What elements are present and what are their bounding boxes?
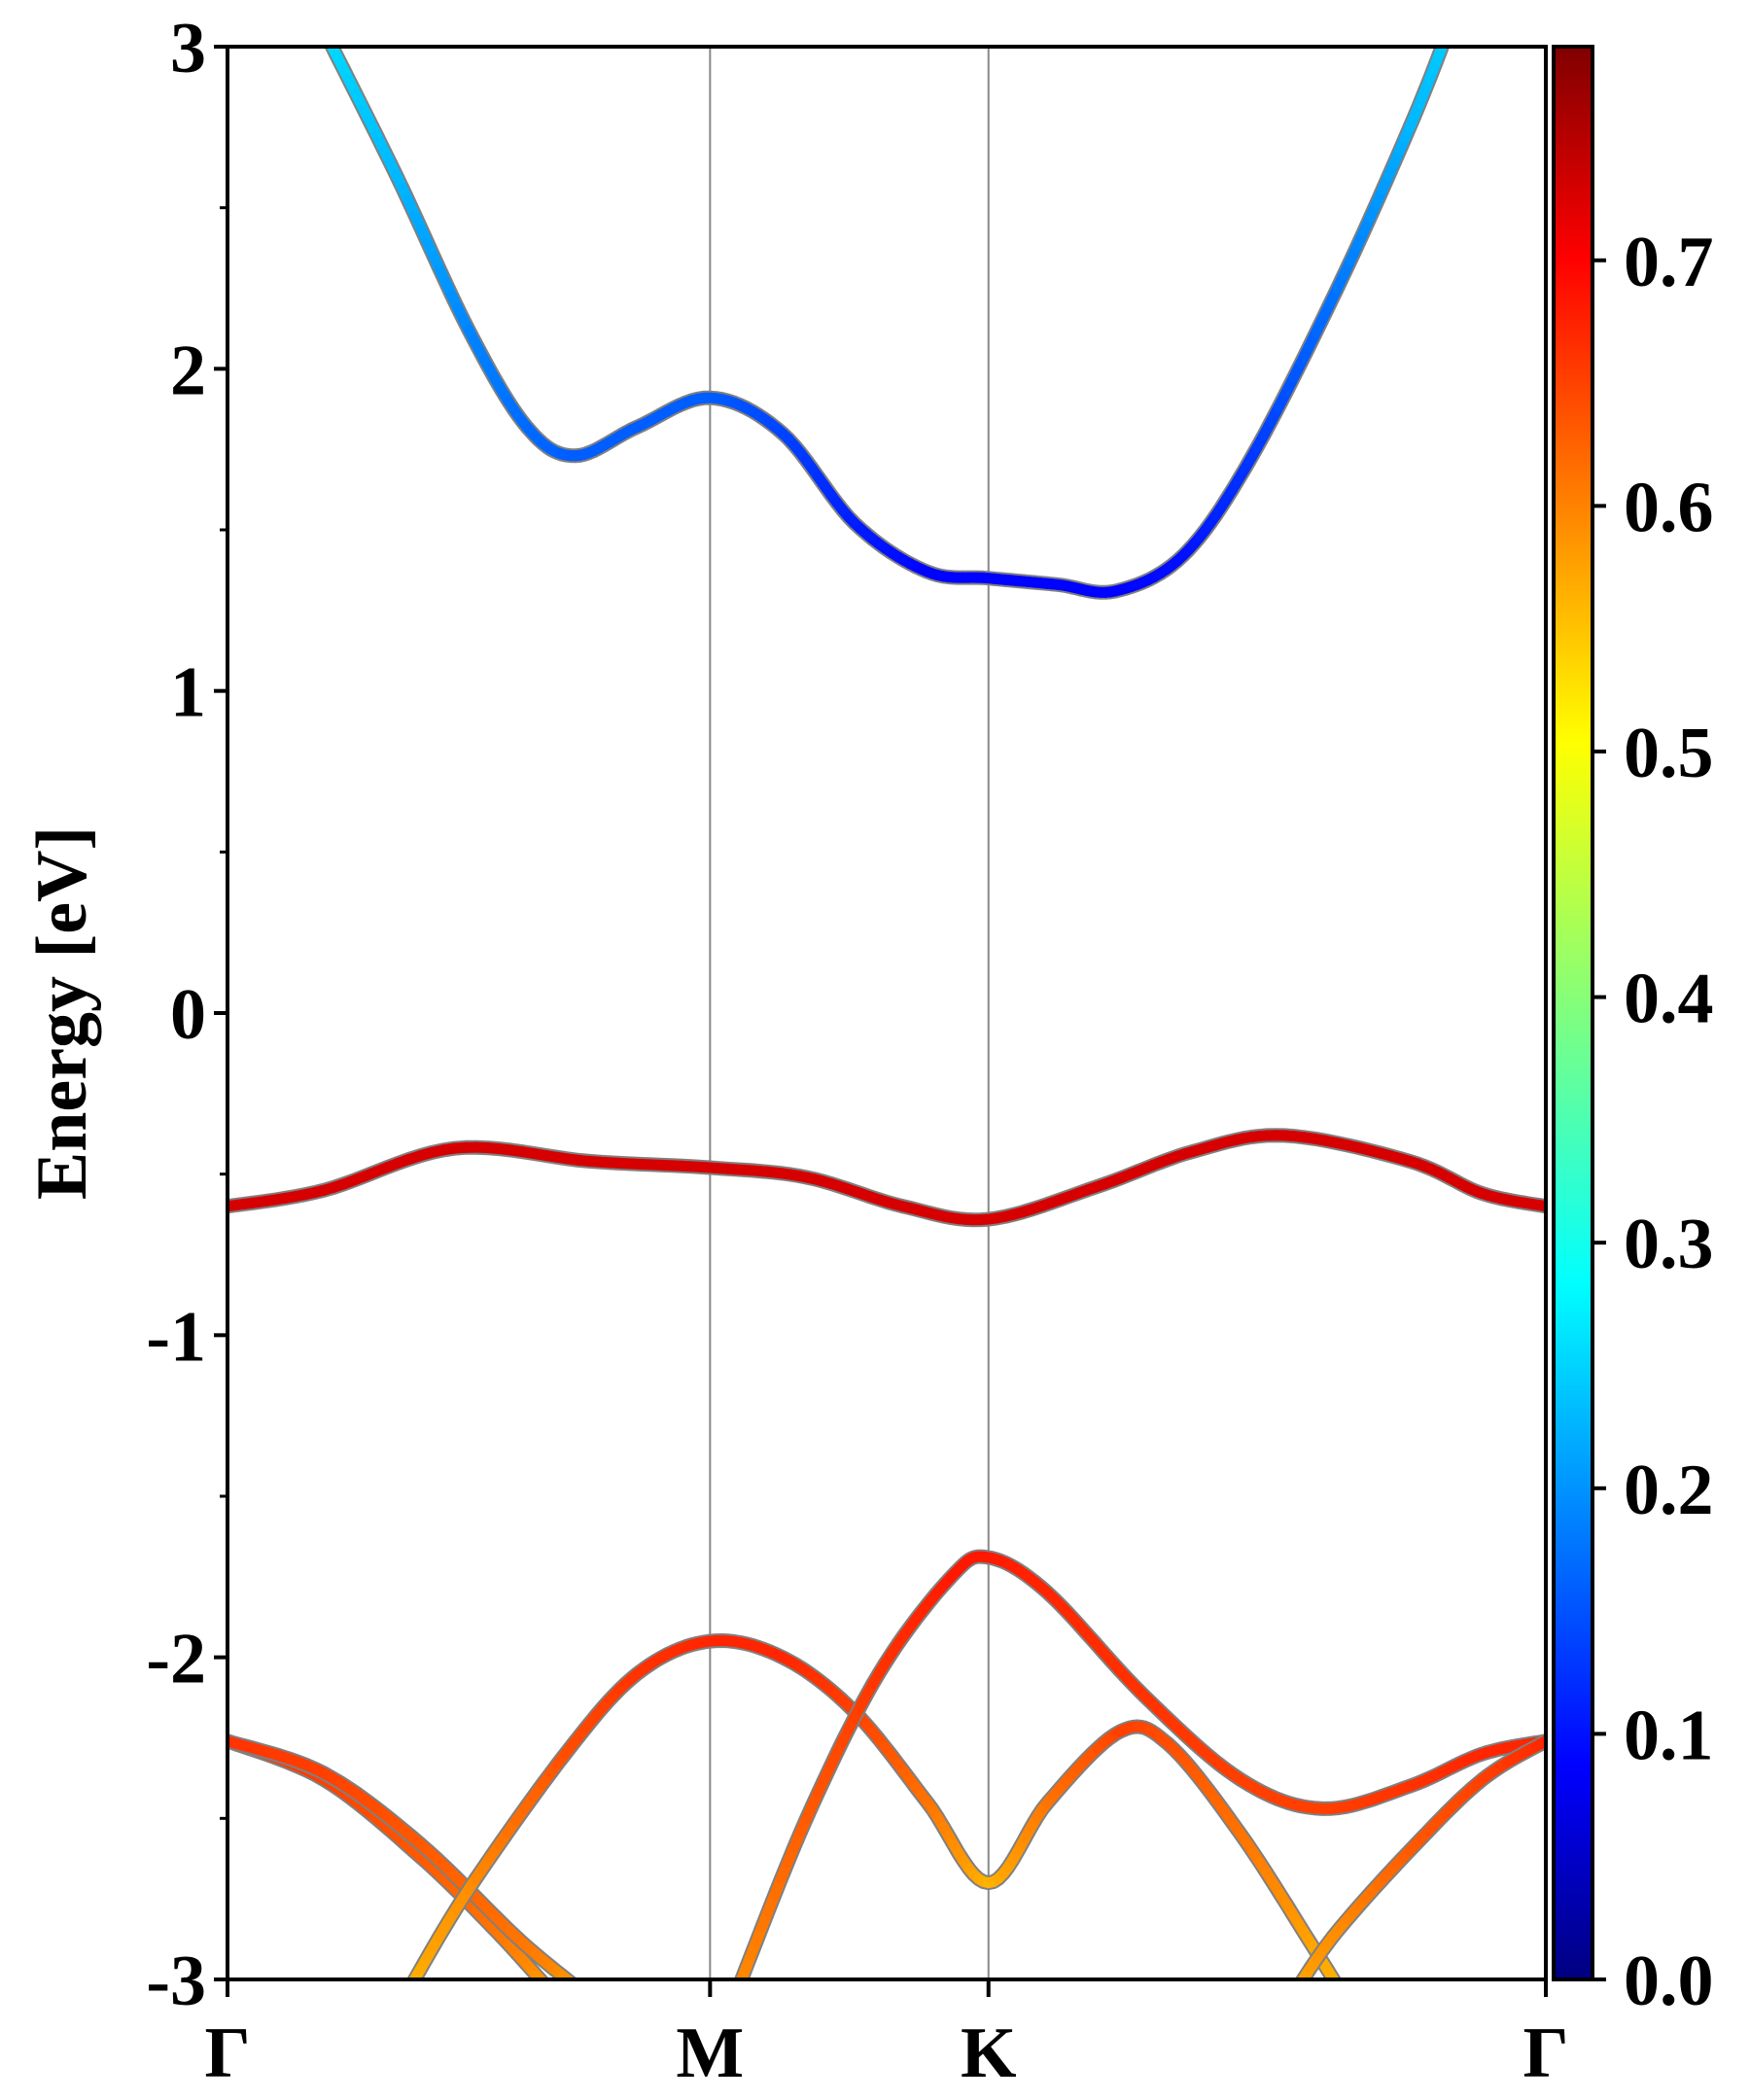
colorbar: [1552, 45, 1594, 1981]
band-low-5: [1294, 1734, 1546, 1979]
y-tick-label: -2: [146, 1620, 206, 1699]
band-flat: [228, 1128, 1546, 1228]
colorbar-tick-label: 0.0: [1624, 1942, 1714, 2021]
y-tick-label: 0: [170, 975, 206, 1055]
colorbar-tick-label: 0.6: [1624, 468, 1714, 547]
colorbar-tick-label: 0.2: [1624, 1451, 1714, 1530]
y-tick-label: -3: [146, 1942, 206, 2021]
band-low-4: [733, 1549, 1546, 1979]
band-segment: [569, 1978, 576, 1979]
colorbar-tick-label: 0.1: [1624, 1696, 1714, 1775]
band-segment: [564, 1976, 576, 1979]
band-segment: [1445, 35, 1447, 40]
band-low-3: [405, 1633, 1343, 1979]
band-outline: [733, 1549, 1546, 1979]
y-axis: -3 -2 -1 0 1 2 3: [146, 9, 228, 2021]
x-tick-label: K: [961, 2013, 1017, 2093]
x-tick-label: M: [676, 2013, 744, 2093]
band-outline: [324, 47, 1451, 600]
band-segment: [1296, 1978, 1305, 1979]
colorbar-tick-label: 0.4: [1624, 960, 1714, 1039]
band-segment: [540, 1978, 547, 1979]
y-tick-label: 1: [170, 653, 206, 733]
band-segment: [1447, 30, 1449, 35]
plot-frame: [226, 45, 1548, 1981]
y-axis-label: Energy [eV]: [22, 826, 102, 1200]
band-low-2: [228, 1733, 579, 1979]
colorbar-ticks: 0.0 0.1 0.2 0.3 0.4 0.5 0.6 0.7: [1592, 223, 1714, 2021]
bands: [228, 30, 1546, 1979]
band-segment: [408, 1976, 419, 1979]
band-low-1: [228, 1733, 550, 1979]
y-tick-label: 2: [170, 331, 206, 410]
colorbar-tick-label: 0.3: [1624, 1205, 1714, 1284]
x-tick-label: Γ: [204, 2013, 250, 2093]
band-conduction: [324, 30, 1451, 600]
y-tick-label: -1: [146, 1297, 206, 1377]
band-segment: [324, 30, 328, 37]
colorbar-tick-label: 0.7: [1624, 223, 1714, 302]
y-tick-label: 3: [170, 9, 206, 88]
kpoint-lines: [709, 47, 990, 1979]
x-tick-label: Γ: [1522, 2013, 1568, 2093]
band-segment: [1334, 1978, 1339, 1979]
band-segment: [1331, 1977, 1340, 1979]
band-outline: [228, 1733, 550, 1979]
colorbar-tick-label: 0.5: [1624, 714, 1714, 793]
